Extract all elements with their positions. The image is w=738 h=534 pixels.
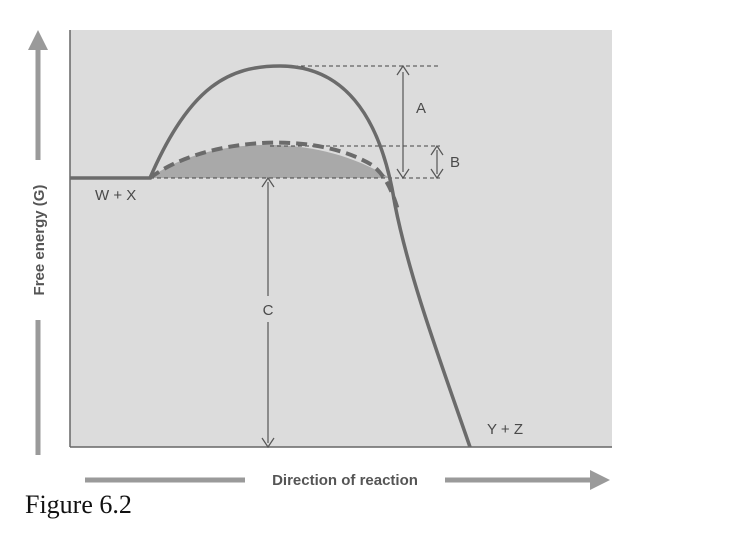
y-axis-label: Free energy (G) <box>31 185 48 296</box>
arrow-a-bottom-head <box>396 168 410 180</box>
activation-energy-shaded-region <box>150 144 390 178</box>
x-axis-label: Direction of reaction <box>272 472 418 489</box>
uncatalyzed-reaction-curve <box>70 64 472 448</box>
reactants-label: W + X <box>95 187 136 204</box>
label-c: C <box>263 302 274 319</box>
products-label: Y + Z <box>487 421 523 438</box>
arrow-b-bottom-head <box>430 168 444 180</box>
y-axis-label-bg <box>30 160 46 320</box>
arrow-c-bottom-head <box>261 437 275 449</box>
catalyzed-reaction-curve <box>148 140 400 211</box>
label-b: B <box>450 154 460 171</box>
figure-caption: Figure 6.2 <box>25 490 132 519</box>
arrow-c-top-head <box>261 176 275 188</box>
y-axis-arrowhead <box>28 30 48 50</box>
plot-area <box>70 30 612 447</box>
arrow-a-top-head <box>396 64 410 76</box>
x-axis-label-bg <box>245 470 445 490</box>
arrow-b-top-head <box>430 144 444 156</box>
x-axis-arrowhead <box>590 470 610 490</box>
label-a: A <box>416 100 426 117</box>
